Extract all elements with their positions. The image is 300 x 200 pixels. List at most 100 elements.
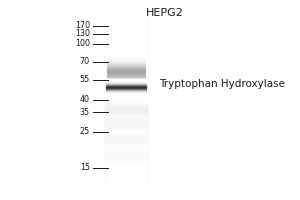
Bar (105, 120, 147, 121)
Bar (105, 151, 147, 152)
Text: 25: 25 (80, 128, 90, 136)
Bar (105, 97, 147, 98)
Bar (105, 137, 147, 138)
Bar (105, 136, 147, 137)
Bar (105, 56, 147, 57)
Bar (105, 139, 147, 140)
Bar (105, 186, 147, 187)
Bar (105, 114, 147, 115)
Bar (105, 77, 147, 78)
Bar (105, 36, 147, 37)
Bar (105, 120, 147, 121)
Bar (105, 38, 147, 39)
Bar (105, 93, 147, 94)
Bar (105, 154, 147, 155)
Bar (105, 115, 147, 116)
Bar (105, 30, 147, 31)
Bar (105, 22, 147, 23)
Bar (107, 54, 145, 55)
Bar (105, 128, 147, 129)
Bar (105, 80, 147, 81)
Bar (107, 81, 145, 82)
Bar (105, 50, 147, 51)
Bar (105, 174, 147, 175)
Bar (105, 156, 147, 157)
Bar (105, 180, 147, 181)
Bar (105, 26, 147, 27)
Bar (105, 148, 147, 149)
Bar (105, 17, 147, 18)
Bar (105, 63, 147, 64)
Bar (105, 38, 147, 39)
Bar (105, 89, 147, 90)
Bar (105, 22, 147, 23)
Bar (105, 49, 147, 50)
Bar (105, 134, 147, 135)
Bar (105, 21, 147, 22)
Bar (107, 64, 145, 65)
Bar (105, 158, 147, 159)
Bar (105, 141, 147, 142)
Bar (105, 69, 147, 70)
Bar (105, 67, 147, 68)
Bar (105, 122, 147, 123)
Bar (105, 160, 147, 161)
Bar (105, 42, 147, 43)
Bar (105, 51, 147, 52)
Bar (105, 37, 147, 38)
Bar (105, 76, 147, 77)
Bar (107, 80, 145, 81)
Bar (105, 24, 147, 25)
Bar (105, 160, 147, 161)
Bar (105, 91, 147, 92)
Bar (107, 55, 145, 56)
Bar (105, 61, 147, 62)
Bar (105, 143, 147, 144)
Bar (105, 99, 147, 100)
Bar (105, 60, 147, 61)
Bar (107, 53, 145, 54)
Bar (105, 86, 147, 87)
Bar (105, 167, 147, 168)
Bar (105, 16, 147, 17)
Bar (105, 176, 147, 177)
Bar (105, 156, 147, 157)
Bar (105, 125, 147, 126)
Bar (105, 155, 147, 156)
Bar (105, 35, 147, 36)
Bar (105, 152, 147, 153)
Bar (105, 124, 147, 125)
Bar (105, 146, 147, 147)
Bar (105, 74, 147, 75)
Bar (105, 45, 147, 46)
Bar (105, 55, 147, 56)
Bar (105, 105, 147, 106)
Bar (105, 89, 147, 90)
Bar (105, 178, 147, 179)
Text: 35: 35 (80, 108, 90, 116)
Bar (105, 142, 147, 143)
Bar (105, 57, 147, 58)
Bar (105, 74, 147, 75)
Bar (105, 28, 147, 29)
Bar (105, 171, 147, 172)
Bar (105, 85, 147, 86)
Bar (105, 113, 147, 114)
Bar (105, 69, 147, 70)
Bar (105, 124, 147, 125)
Bar (105, 90, 147, 91)
Bar (105, 23, 147, 24)
Bar (105, 109, 147, 110)
Bar (105, 59, 147, 60)
Bar (105, 117, 147, 118)
Bar (105, 107, 147, 108)
Bar (105, 52, 147, 53)
Bar (105, 83, 147, 84)
Bar (105, 168, 147, 169)
Bar (105, 94, 147, 95)
Bar (105, 62, 147, 63)
Bar (105, 173, 147, 174)
Bar (105, 185, 147, 186)
Bar (105, 163, 147, 164)
Bar (105, 62, 147, 63)
